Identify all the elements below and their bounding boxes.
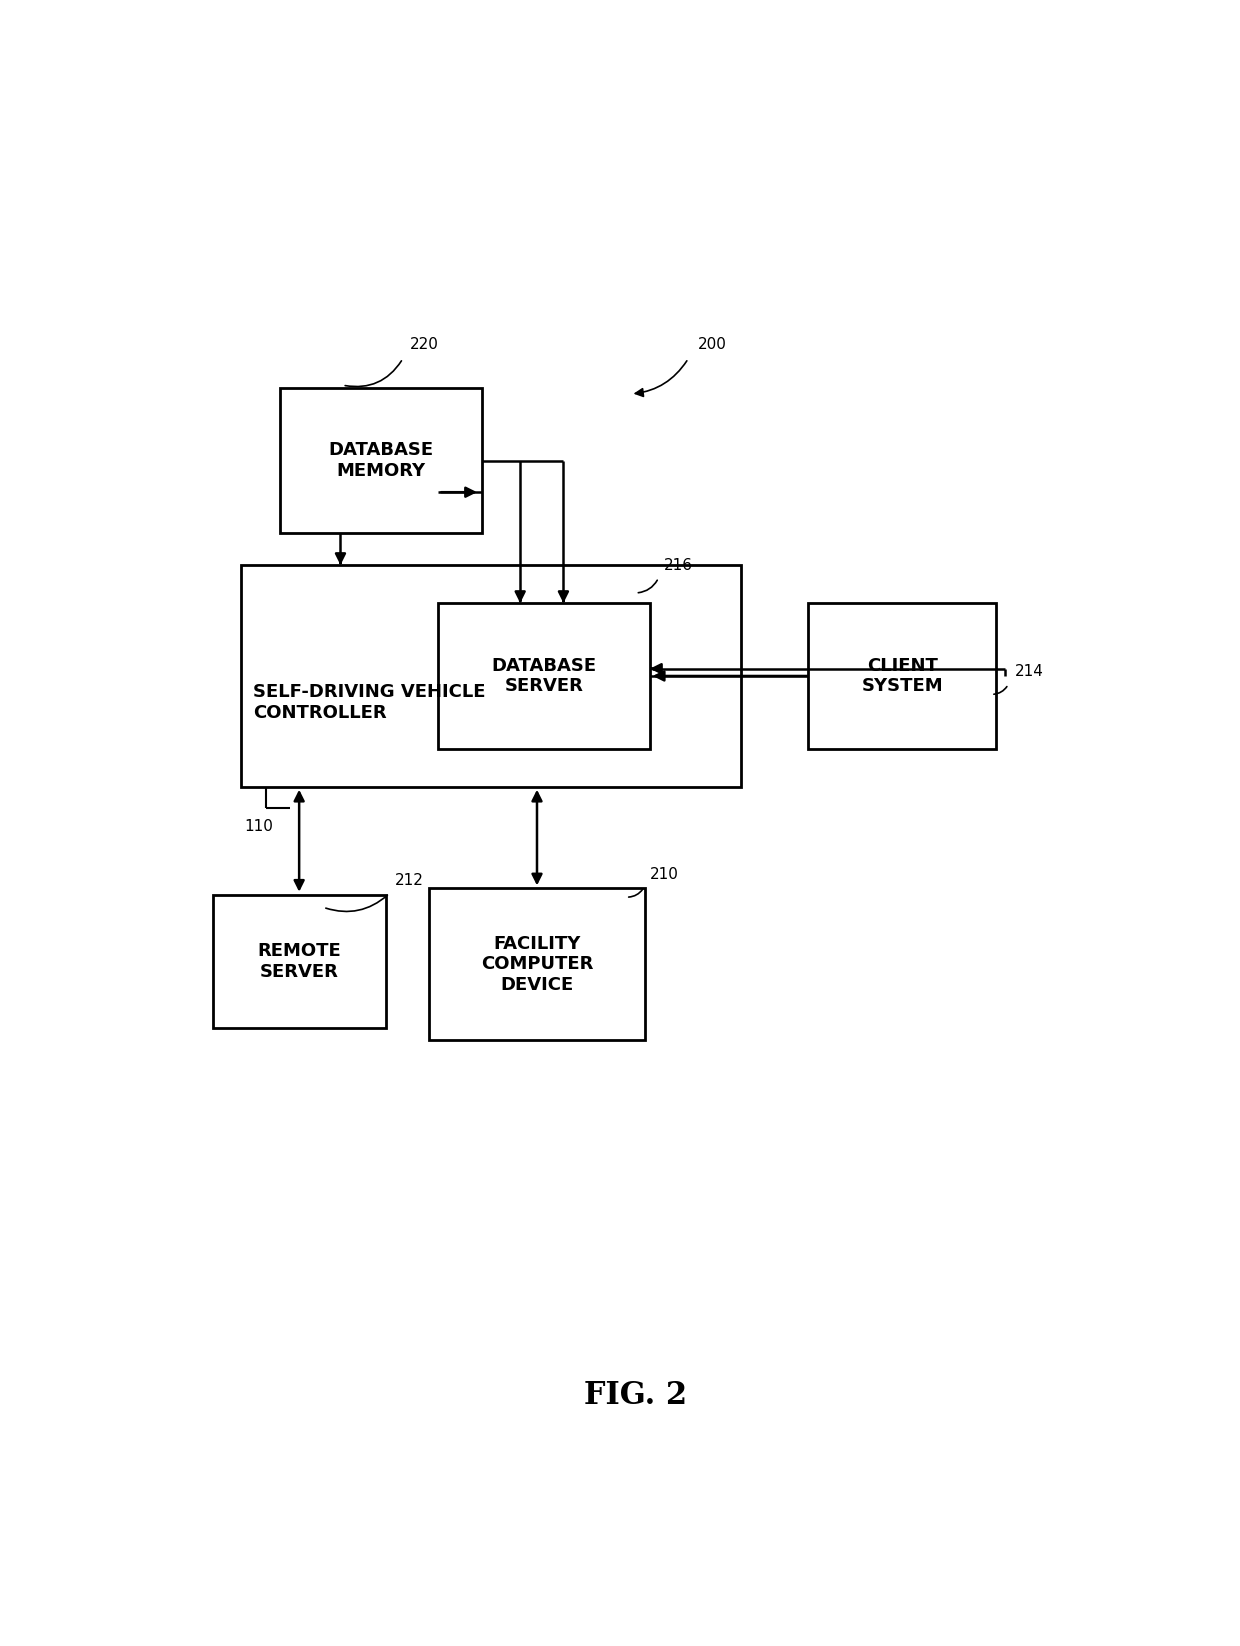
Text: 214: 214 [1016,663,1044,680]
FancyBboxPatch shape [429,889,645,1040]
Text: 110: 110 [244,818,273,833]
Text: SELF-DRIVING VEHICLE
CONTROLLER: SELF-DRIVING VEHICLE CONTROLLER [253,683,486,723]
FancyBboxPatch shape [439,602,650,749]
Text: 220: 220 [409,337,439,352]
FancyBboxPatch shape [808,602,996,749]
Text: 210: 210 [650,867,678,882]
Text: 216: 216 [665,558,693,573]
Text: 200: 200 [698,337,727,352]
Text: DATABASE
MEMORY: DATABASE MEMORY [329,441,434,481]
Text: FACILITY
COMPUTER
DEVICE: FACILITY COMPUTER DEVICE [481,935,593,994]
Text: CLIENT
SYSTEM: CLIENT SYSTEM [862,657,942,695]
Text: DATABASE
SERVER: DATABASE SERVER [491,657,596,695]
FancyBboxPatch shape [242,565,742,787]
FancyBboxPatch shape [213,895,386,1027]
Text: 212: 212 [396,874,424,889]
Text: FIG. 2: FIG. 2 [584,1379,687,1411]
Text: REMOTE
SERVER: REMOTE SERVER [257,942,341,981]
FancyBboxPatch shape [280,388,481,533]
